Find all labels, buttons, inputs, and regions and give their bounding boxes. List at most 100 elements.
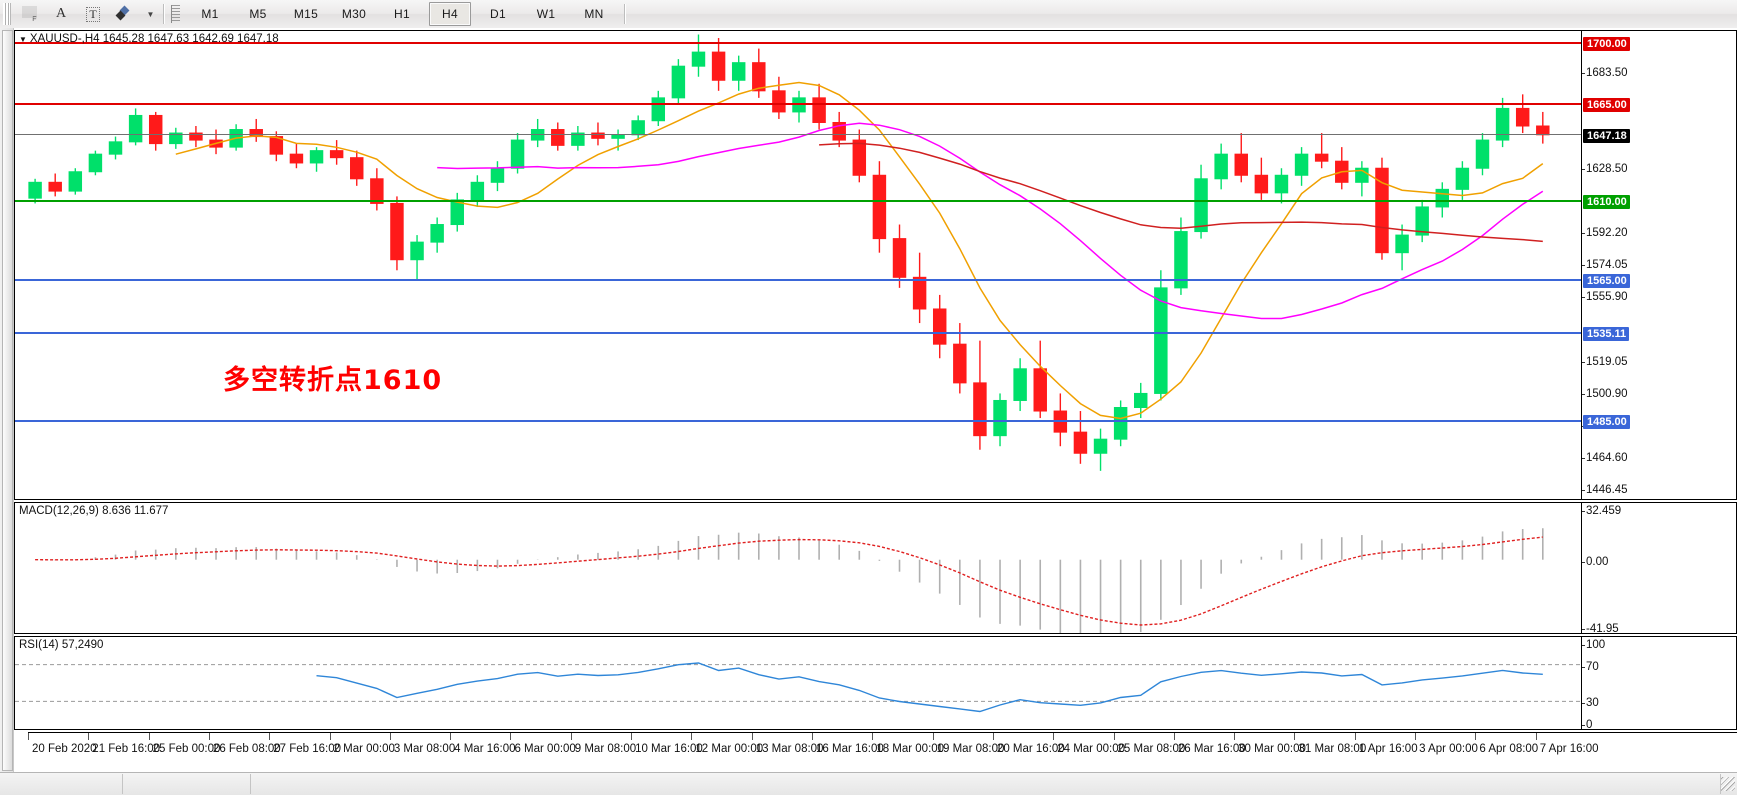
time-axis-label: 25 Feb 00:00: [148, 733, 221, 755]
time-axis-label: 24 Mar 00:00: [1053, 733, 1125, 755]
time-axis-label: 12 Mar 00:00: [691, 733, 764, 755]
rsi-label-text: RSI(14) 57,2490: [19, 639, 104, 651]
periods-grip-icon[interactable]: [171, 5, 180, 23]
toolbar-drag-grip[interactable]: [3, 3, 11, 25]
time-axis-label: 27 Feb 16:00: [269, 733, 341, 755]
symbol-ohlc-text: XAUUSD-,H4 1645.28 1647.63 1642.69 1647.…: [29, 33, 279, 45]
timeframe-button-m30[interactable]: M30: [341, 7, 367, 21]
price-tick: 1628.50: [1582, 163, 1628, 176]
status-bar: [0, 772, 1737, 795]
macd-header: MACD(12,26,9) 8.636 11.677: [19, 505, 168, 517]
rsi-series: [15, 662, 1581, 713]
text-label-icon[interactable]: A: [55, 6, 67, 21]
time-axis-label: 25 Mar 08:00: [1113, 733, 1186, 755]
crosshair-grid-icon[interactable]: F: [14, 1, 44, 27]
time-axis-label: 18 Mar 00:00: [872, 733, 945, 755]
timeframe-button-h4[interactable]: H4: [429, 2, 471, 26]
price-level-tag: 1700.00: [1583, 36, 1630, 51]
macd-series: [35, 528, 1544, 633]
time-axis-label: 26 Mar 16:00: [1173, 733, 1246, 755]
timeframe-group: M1 M5 M15 M30 H1 H4 D1 W1 MN: [186, 2, 618, 26]
time-axis-label: 20 Mar 16:00: [992, 733, 1065, 755]
timeframe-button-d1[interactable]: D1: [490, 7, 506, 21]
rsi-plot: [15, 637, 1581, 729]
price-level-tag: 1565.00: [1583, 274, 1630, 289]
price-level-tag: 1535.11: [1583, 326, 1630, 341]
time-axis[interactable]: 20 Feb 2020 21 Feb 16:00 25 Feb 00:00 26 Fe…: [28, 732, 1737, 763]
price-tick: 1592.20: [1582, 227, 1628, 240]
level-line-1665-00[interactable]: [15, 103, 1581, 106]
vertical-scrollbar-thumb[interactable]: [2, 30, 13, 771]
level-line-1700-00[interactable]: [15, 41, 1581, 44]
time-axis-label: 3 Mar 08:00: [389, 733, 456, 755]
level-line-1535-11[interactable]: [15, 331, 1581, 334]
plot-area: ▼ XAUUSD-,H4 1645.28 1647.63 1642.69 1647…: [14, 28, 1737, 773]
status-cell-1: [0, 774, 123, 794]
shapes-icon[interactable]: [110, 1, 140, 27]
timeframe-button-m1[interactable]: M1: [201, 7, 219, 21]
vertical-scrollbar[interactable]: [0, 28, 14, 773]
chart-annotation-text: 多空转折点1610: [223, 365, 443, 396]
resize-grip-icon[interactable]: [1721, 777, 1735, 791]
time-axis-label: 1 Apr 16:00: [1354, 733, 1418, 755]
macd-tick: -41.95: [1582, 623, 1619, 635]
time-axis-label: 6 Mar 00:00: [510, 733, 576, 755]
candlestick-series: [28, 34, 1550, 471]
level-line-1565-00[interactable]: [15, 279, 1581, 282]
time-axis-label: 10 Mar 16:00: [631, 733, 703, 755]
time-axis-label: 30 Mar 00:00: [1234, 733, 1306, 755]
rsi-tick: 100: [1581, 639, 1606, 651]
timeframe-button-w1[interactable]: W1: [536, 7, 556, 21]
time-axis-label: 21 Feb 16:00: [88, 733, 161, 755]
price-panel[interactable]: ▼ XAUUSD-,H4 1645.28 1647.63 1642.69 1647…: [14, 30, 1737, 500]
rsi-tick: 70: [1582, 660, 1599, 673]
price-tick: 1464.60: [1582, 451, 1628, 464]
price-scale[interactable]: 1683.50 1628.50 1592.20 1574.05 1555.90 1519.…: [1581, 31, 1736, 499]
level-line-1610-00[interactable]: [15, 199, 1581, 202]
time-axis-label: 16 Mar 16:00: [812, 733, 884, 755]
toolbar-separator-end: [624, 4, 626, 24]
price-tick: 1555.90: [1582, 291, 1628, 304]
time-axis-label: 7 Apr 16:00: [1535, 733, 1599, 755]
time-axis-label: 31 Mar 08:00: [1294, 733, 1367, 755]
price-level-tag: 1647.18: [1583, 129, 1630, 144]
macd-panel[interactable]: MACD(12,26,9) 8.636 11.677 32.459 0.00 -41…: [14, 502, 1737, 635]
timeframe-button-m15[interactable]: M15: [293, 7, 319, 21]
price-level-tag: 1665.00: [1583, 98, 1630, 113]
timeframe-button-h1[interactable]: H1: [394, 7, 410, 21]
macd-signal-line: [35, 536, 1543, 626]
timeframe-button-m5[interactable]: M5: [249, 7, 267, 21]
moving-average-1: [437, 122, 1544, 320]
status-cell-3: [251, 774, 1721, 794]
rsi-line: [316, 662, 1543, 713]
price-tick: 1446.45: [1582, 483, 1628, 496]
price-plot: 多空转折点1610: [15, 31, 1581, 499]
macd-tick: 32.459: [1581, 505, 1622, 517]
price-tick: 1500.90: [1582, 387, 1628, 400]
price-level-tag: 1485.00: [1583, 414, 1630, 429]
macd-tick: 0.00: [1581, 555, 1609, 568]
rsi-panel[interactable]: RSI(14) 57,2490 100 70 30 0: [14, 636, 1737, 731]
shapes-dropdown-icon[interactable]: ▼: [146, 9, 155, 19]
toolbar-separator: [163, 4, 165, 24]
time-axis-label: 6 Apr 08:00: [1475, 733, 1539, 755]
rsi-scale: 100 70 30 0: [1581, 637, 1736, 731]
time-axis-label: 19 Mar 08:00: [932, 733, 1005, 755]
text-box-icon[interactable]: T: [78, 1, 108, 27]
chart-window: ▼ XAUUSD-,H4 1645.28 1647.63 1642.69 1647…: [0, 28, 1737, 773]
symbol-header: ▼ XAUUSD-,H4 1645.28 1647.63 1642.69 1647…: [19, 33, 279, 45]
price-tick: 1574.05: [1582, 259, 1628, 272]
chart-menu-caret-icon[interactable]: ▼: [19, 35, 27, 44]
price-level-tag: 1610.00: [1583, 194, 1630, 209]
timeframe-button-mn[interactable]: MN: [584, 7, 604, 21]
time-axis-label: 3 Apr 00:00: [1415, 733, 1478, 755]
rsi-header: RSI(14) 57,2490: [19, 639, 103, 651]
chart-toolbar: F A T ▼ M1 M5 M15 M30 H1 H4 D1 W1 MN: [0, 0, 1737, 29]
time-axis-label: 4 Mar 16:00: [450, 733, 516, 755]
level-line-1485-00[interactable]: [15, 419, 1581, 422]
time-axis-label: 13 Mar 08:00: [751, 733, 824, 755]
level-line-1647-18[interactable]: [15, 134, 1581, 136]
moving-average-0: [175, 81, 1544, 420]
rsi-tick: 0: [1581, 719, 1593, 731]
